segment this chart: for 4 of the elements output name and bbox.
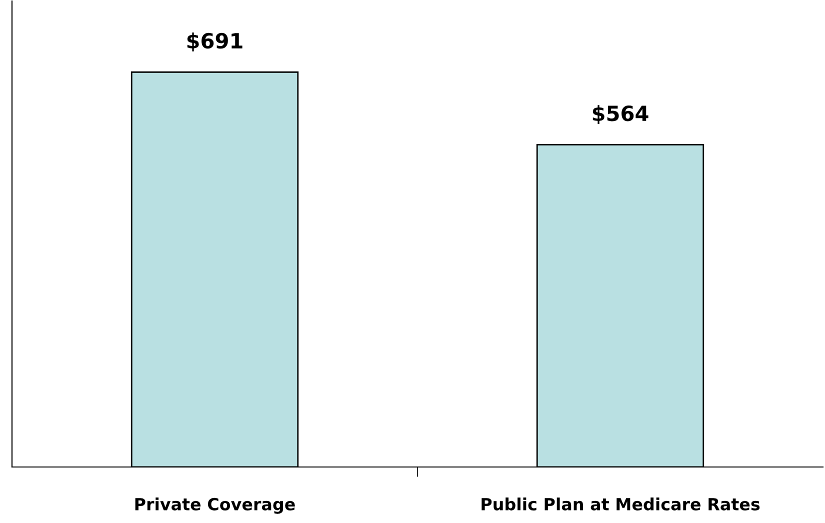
x-tick-label: Private Coverage [135,498,295,514]
data-label: $691 [187,32,242,52]
x-tick-label: Public Plan at Medicare Rates [482,498,760,510]
data-label: $564 [592,105,648,124]
